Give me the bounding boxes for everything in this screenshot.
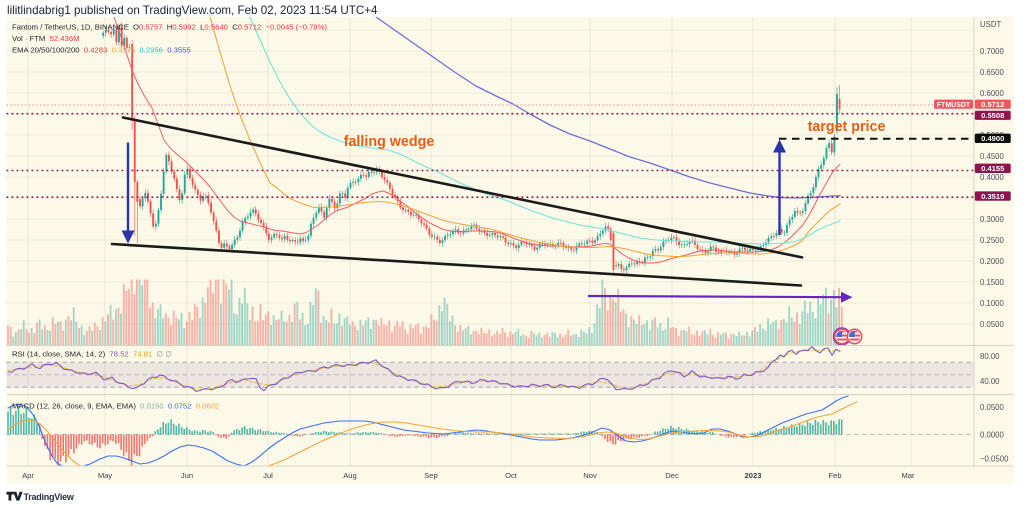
svg-text:RSI (14, close, SMA, 14, 2) 7: RSI (14, close, SMA, 14, 2) 78.52 74.81 … <box>12 350 172 359</box>
svg-text:Nov: Nov <box>583 471 597 480</box>
svg-text:0.6000: 0.6000 <box>980 89 1005 98</box>
svg-text:Vol · FTM 52.436M: Vol · FTM 52.436M <box>12 34 80 43</box>
svg-text:Jun: Jun <box>181 471 193 480</box>
svg-text:2023: 2023 <box>745 471 762 480</box>
svg-text:May: May <box>98 471 113 480</box>
svg-text:Fantom / TetherUS, 1D, BINANCE: Fantom / TetherUS, 1D, BINANCE <box>12 22 129 31</box>
svg-text:0.0500: 0.0500 <box>980 403 1005 412</box>
svg-text:0.0500: 0.0500 <box>980 320 1005 329</box>
svg-text:O0.5757 H0.5992 L0.5640 C0.: O0.5757 H0.5992 L0.5640 C0.5712 −0.0045 … <box>133 22 328 31</box>
svg-text:0.4155: 0.4155 <box>981 164 1005 173</box>
svg-text:0.3000: 0.3000 <box>980 215 1005 224</box>
svg-text:FTMUSDT: FTMUSDT <box>937 102 971 109</box>
svg-text:0.5508: 0.5508 <box>981 111 1004 120</box>
svg-text:0.5712: 0.5712 <box>981 100 1004 109</box>
svg-text:Apr: Apr <box>22 471 34 480</box>
svg-text:0.1500: 0.1500 <box>980 278 1005 287</box>
svg-text:0.4000: 0.4000 <box>980 173 1005 182</box>
svg-text:MACD (12, 26, close, 9, EMA, E: MACD (12, 26, close, 9, EMA, EMA) 0.0150… <box>12 402 219 411</box>
svg-text:0.2000: 0.2000 <box>980 257 1005 266</box>
svg-text:USDT: USDT <box>980 20 1001 29</box>
svg-text:TradingView: TradingView <box>24 492 75 502</box>
svg-text:0.3519: 0.3519 <box>981 192 1004 201</box>
svg-text:40.00: 40.00 <box>980 377 1000 386</box>
svg-text:0.1000: 0.1000 <box>980 299 1005 308</box>
svg-text:falling wedge: falling wedge <box>344 134 435 150</box>
svg-text:80.00: 80.00 <box>980 352 1000 361</box>
svg-text:0.2500: 0.2500 <box>980 236 1005 245</box>
svg-text:0.7000: 0.7000 <box>980 47 1005 56</box>
svg-text:0.0000: 0.0000 <box>980 430 1005 439</box>
svg-text:−0.0500: −0.0500 <box>980 454 1009 463</box>
svg-text:target price: target price <box>808 119 886 135</box>
svg-text:Jul: Jul <box>263 471 273 480</box>
svg-text:Feb: Feb <box>828 471 841 480</box>
svg-text:0.6500: 0.6500 <box>980 68 1005 77</box>
svg-text:Sep: Sep <box>424 471 438 480</box>
svg-text:Dec: Dec <box>665 471 679 480</box>
svg-text:Oct: Oct <box>505 471 518 480</box>
svg-text:Aug: Aug <box>343 471 357 480</box>
svg-text:EMA 20/50/100/200 0.4283 0.3: EMA 20/50/100/200 0.4283 0.3375 0.2956 0… <box>12 45 191 54</box>
svg-text:0.4900: 0.4900 <box>981 134 1004 143</box>
svg-text:lilitlindabrig1 published on T: lilitlindabrig1 published on TradingView… <box>7 4 378 17</box>
svg-text:0.4500: 0.4500 <box>980 152 1005 161</box>
svg-text:Mar: Mar <box>901 471 915 480</box>
